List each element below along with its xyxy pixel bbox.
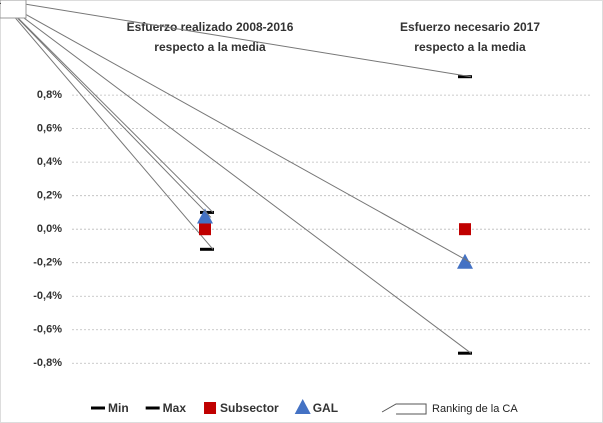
category-title: Esfuerzo necesario 2017 [400, 20, 540, 34]
rank-leader [0, 0, 472, 78]
y-tick-label: -0,2% [33, 257, 62, 269]
rank-box [0, 0, 27, 19]
legend-label: Subsector [220, 401, 279, 415]
rank-leader [0, 0, 472, 354]
marker-square [199, 223, 211, 236]
legend-label: GAL [313, 401, 338, 415]
y-tick-label: -0,4% [33, 290, 62, 302]
rank-leader [0, 0, 472, 264]
y-tick-label: -0,6% [33, 324, 62, 336]
y-tick-label: 0,4% [37, 156, 62, 168]
y-tick-label: 0,0% [37, 223, 62, 235]
legend-rank-icon [381, 403, 427, 415]
rank-leader [0, 0, 214, 250]
rank-leader [0, 0, 214, 213]
y-tick-label: 0,6% [37, 123, 62, 135]
marker-triangle [197, 208, 213, 224]
legend-label: Min [108, 401, 129, 415]
legend-label: Max [163, 401, 187, 415]
y-tick-label: -0,8% [33, 357, 62, 369]
y-tick-label: 0,8% [37, 89, 62, 101]
category-title: Esfuerzo realizado 2008-2016 [127, 20, 294, 34]
marker-square [459, 223, 471, 236]
legend-rank-label: Ranking de la CA [432, 403, 518, 415]
category-title: respecto a la media [414, 40, 526, 54]
category-title: respecto a la media [154, 40, 266, 54]
legend-marker [204, 402, 217, 414]
y-tick-label: 0,2% [37, 190, 62, 202]
rank-leader [0, 0, 212, 218]
legend-marker [294, 399, 311, 414]
marker-triangle [457, 253, 473, 269]
